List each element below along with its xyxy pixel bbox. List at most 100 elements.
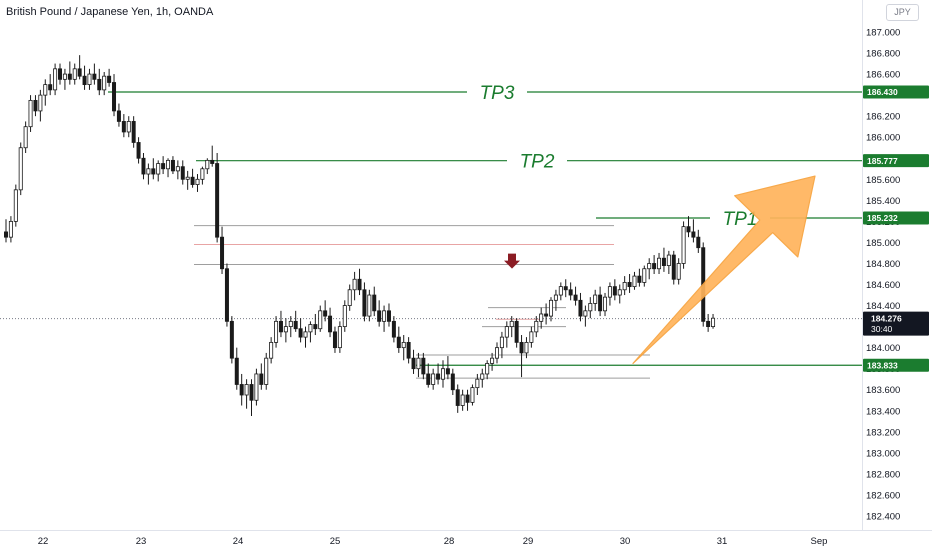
- candle-down: [563, 286, 568, 291]
- candle-down: [671, 254, 676, 280]
- x-tick-label: 31: [717, 536, 728, 547]
- candle-up: [244, 384, 249, 396]
- candle-up: [156, 163, 161, 175]
- candle-up: [318, 310, 323, 330]
- candle-up: [529, 331, 534, 343]
- candle-up: [475, 378, 480, 389]
- candle-up: [440, 368, 445, 380]
- candle-down: [82, 75, 87, 86]
- x-tick-label: 28: [444, 536, 455, 547]
- candle-down: [239, 384, 244, 396]
- candle-up: [593, 294, 598, 304]
- candle-up: [676, 263, 681, 280]
- candle-up: [588, 303, 593, 312]
- candle-up: [494, 347, 499, 359]
- candle-down: [112, 82, 117, 112]
- candle-down: [48, 84, 53, 91]
- candle-down: [598, 294, 603, 312]
- level-price-tag-text: 183.833: [867, 360, 898, 370]
- candle-down: [568, 289, 573, 296]
- candle-up: [539, 313, 544, 322]
- candle-up: [647, 263, 652, 270]
- y-tick-label: 184.400: [866, 301, 900, 312]
- candle-up: [367, 294, 372, 317]
- y-tick-label: 186.200: [866, 112, 900, 123]
- candle-down: [578, 299, 583, 317]
- y-tick-label: 184.000: [866, 343, 900, 354]
- candle-up: [711, 317, 716, 328]
- tp-label-bg: [507, 148, 567, 173]
- candle-down: [377, 310, 382, 322]
- candle-down: [313, 324, 318, 330]
- candle-down: [121, 121, 126, 133]
- candle-up: [205, 159, 210, 170]
- y-tick-label: 185.000: [866, 238, 900, 249]
- candle-up: [470, 387, 475, 403]
- candle-down: [514, 320, 519, 343]
- candle-up: [200, 168, 205, 180]
- x-tick-label: 23: [136, 536, 147, 547]
- candle-down: [33, 99, 38, 112]
- candle-down: [180, 166, 185, 180]
- candle-up: [431, 373, 436, 385]
- candle-up: [549, 299, 554, 317]
- candle-up: [534, 320, 539, 333]
- candle-down: [278, 320, 283, 333]
- candle-down: [323, 310, 328, 317]
- candle-down: [652, 263, 657, 270]
- level-price-tag-text: 185.777: [867, 156, 898, 166]
- candle-down: [362, 289, 367, 317]
- candle-up: [185, 176, 190, 180]
- level-price-tag-text: 186.430: [867, 87, 898, 97]
- price-axis[interactable]: 187.000186.800186.600186.400186.200186.0…: [866, 28, 900, 523]
- candle-up: [87, 73, 92, 86]
- candle-down: [220, 236, 225, 270]
- candle-down: [391, 320, 396, 338]
- time-axis[interactable]: 22 23 24 25 28 29 30 31 Sep: [38, 536, 828, 547]
- candle-down: [249, 384, 254, 401]
- y-tick-label: 184.600: [866, 280, 900, 291]
- currency-button[interactable]: JPY: [886, 4, 919, 21]
- candle-up: [642, 268, 647, 283]
- candle-down: [637, 275, 642, 283]
- candle-down: [573, 294, 578, 301]
- x-tick-label: 24: [233, 536, 244, 547]
- candle-down: [386, 310, 391, 322]
- candle-up: [401, 341, 406, 349]
- target-arrow-icon: [632, 175, 816, 364]
- candle-up: [657, 257, 662, 270]
- candle-down: [92, 73, 97, 80]
- bar-countdown: 30:40: [871, 324, 893, 334]
- candle-down: [4, 231, 9, 238]
- candle-down: [406, 341, 411, 359]
- candle-up: [607, 286, 612, 298]
- candle-down: [465, 394, 470, 403]
- candle-up: [382, 310, 387, 322]
- candle-up: [102, 75, 107, 91]
- candles-layer: [4, 55, 716, 417]
- candle-down: [421, 357, 426, 375]
- candle-up: [524, 341, 529, 354]
- level-price-tag-text: 185.232: [867, 213, 898, 223]
- candle-down: [259, 373, 264, 385]
- candle-down: [136, 142, 141, 159]
- candle-up: [264, 357, 269, 385]
- candle-down: [151, 168, 156, 175]
- y-tick-label: 182.400: [866, 512, 900, 523]
- candle-up: [480, 373, 485, 380]
- candle-down: [328, 315, 333, 333]
- candle-up: [28, 99, 33, 128]
- candle-down: [190, 176, 195, 185]
- candle-down: [293, 320, 298, 330]
- candle-up: [337, 326, 342, 349]
- candle-down: [612, 286, 617, 296]
- x-tick-label: 30: [620, 536, 631, 547]
- y-tick-label: 185.600: [866, 175, 900, 186]
- candle-up: [308, 324, 313, 333]
- x-tick-label: 22: [38, 536, 49, 547]
- candle-up: [175, 166, 180, 172]
- candle-up: [490, 357, 495, 364]
- y-tick-label: 187.000: [866, 28, 900, 39]
- candle-down: [706, 320, 711, 328]
